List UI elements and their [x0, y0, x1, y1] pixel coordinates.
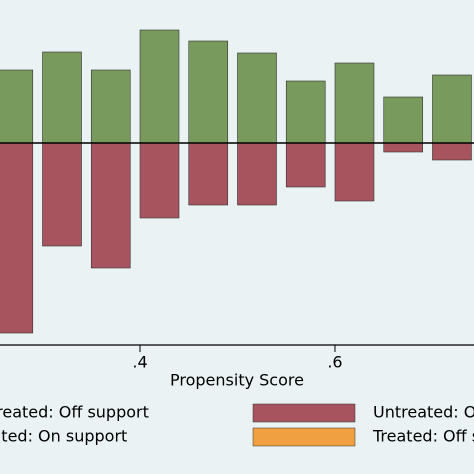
bar [237, 52, 277, 144]
legend-label: Untreated: On support [373, 403, 474, 422]
bar [0, 69, 34, 144]
legend-label: Treated: Off support [372, 427, 474, 446]
bar [90, 142, 131, 269]
bar [237, 142, 277, 206]
bar [42, 51, 82, 144]
bar [383, 142, 424, 153]
bar [432, 74, 472, 144]
bar [285, 142, 326, 188]
bar [42, 142, 82, 247]
x-tick-label: .6 [327, 353, 342, 372]
bar [139, 142, 180, 219]
bar [188, 40, 229, 144]
bar [334, 62, 375, 144]
legend-swatch [252, 403, 356, 423]
bar [139, 29, 180, 144]
bar [383, 96, 424, 144]
bar [188, 142, 229, 206]
legend-label: Treated: On support [0, 427, 127, 446]
legend-swatch [252, 427, 356, 447]
legend-label: Untreated: Off support [0, 403, 149, 422]
bar [334, 142, 375, 202]
bar [90, 69, 131, 144]
x-tick-label: .4 [132, 353, 147, 372]
bar [285, 80, 326, 144]
x-axis-title: Propensity Score [170, 371, 304, 390]
bar [432, 142, 472, 161]
bar [0, 142, 34, 334]
